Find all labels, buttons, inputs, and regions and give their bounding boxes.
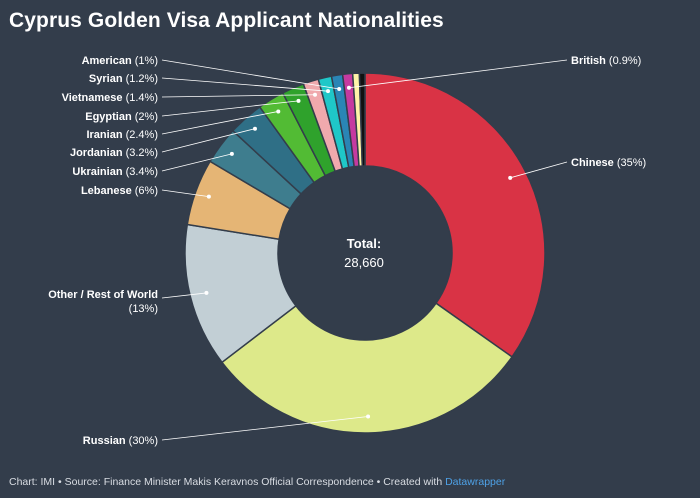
slice-label: Lebanese (6%)	[81, 185, 158, 197]
slice-label-name: Lebanese	[81, 185, 135, 197]
leader-line	[348, 59, 568, 89]
leader-line	[161, 94, 315, 98]
slice-label: Chinese (35%)	[571, 157, 646, 169]
leader-lines	[161, 59, 568, 441]
slice-label-name: American	[82, 55, 135, 67]
leader-dot	[508, 175, 513, 180]
leader-line	[161, 416, 369, 441]
slice-label-name: Iranian	[86, 129, 125, 141]
slice-labels: Chinese (35%) Russian (30%) Other / Rest o…	[48, 55, 646, 447]
slice-label-value: (3.4%)	[126, 166, 158, 178]
slice-label: Iranian (2.4%)	[86, 129, 158, 141]
slice-label-name: Vietnamese	[62, 92, 126, 104]
slice-label-name: Ukrainian	[72, 166, 125, 178]
slice-label-name: Jordanian	[70, 147, 126, 159]
slice-label: Egyptian (2%)	[85, 111, 158, 123]
datawrapper-link[interactable]: Datawrapper	[445, 476, 506, 488]
slice-label: Syrian (1.2%)	[89, 73, 158, 85]
leader-dot	[229, 151, 234, 156]
leader-line	[161, 189, 209, 197]
slice-label-value: (2%)	[135, 111, 158, 123]
slice-label-value: (1%)	[135, 55, 158, 67]
slice-label-value: (35%)	[617, 157, 646, 169]
slice-label-value: (6%)	[135, 185, 158, 197]
slice-label-value: (13%)	[129, 303, 158, 315]
slice-label-value: (1.2%)	[126, 73, 158, 85]
slice-label-name: Egyptian	[85, 111, 135, 123]
slice-label: Vietnamese (1.4%)	[62, 92, 158, 104]
leader-dot	[346, 85, 351, 90]
slice-label: Ukrainian (3.4%)	[72, 166, 158, 178]
leader-dot	[325, 89, 330, 94]
leader-dot	[312, 92, 317, 97]
leader-dot	[252, 126, 257, 131]
leader-dot	[206, 194, 211, 199]
slice-label: Russian (30%)	[83, 435, 158, 447]
slice-label-value: (1.4%)	[126, 92, 158, 104]
leader-line	[161, 77, 329, 92]
chart-footer: Chart: IMI • Source: Finance Minister Ma…	[9, 476, 505, 488]
slice-label: American (1%)	[82, 55, 158, 67]
slice-label-name: Chinese	[571, 157, 617, 169]
donut-slices	[184, 72, 546, 434]
leader-dot	[366, 414, 371, 419]
slice-label: Other / Rest of World (13%)	[48, 289, 158, 315]
slice-label-value: (0.9%)	[609, 55, 641, 67]
chart-title: Cyprus Golden Visa Applicant Nationaliti…	[9, 9, 444, 32]
leader-line	[161, 292, 207, 299]
leader-dot	[204, 290, 209, 295]
slice-label-value: (3.2%)	[126, 147, 158, 159]
slice-russian[interactable]	[220, 302, 514, 434]
center-total-value: 28,660	[344, 255, 384, 270]
slice-label: Jordanian (3.2%)	[70, 147, 158, 159]
leader-line	[161, 111, 279, 135]
leader-line	[161, 128, 256, 153]
slice-label-value: (2.4%)	[126, 129, 158, 141]
slice-label-name: Other / Rest of World	[48, 289, 158, 301]
leader-line	[161, 100, 299, 117]
slice-label-value: (30%)	[129, 435, 158, 447]
leader-line	[161, 153, 232, 172]
footer-source: Chart: IMI • Source: Finance Minister Ma…	[9, 476, 446, 488]
slice-label: British (0.9%)	[571, 55, 641, 67]
leader-line	[510, 161, 568, 179]
leader-line	[161, 59, 340, 90]
slice-chinese[interactable]	[364, 72, 546, 358]
center-total-label: Total:	[347, 236, 381, 251]
leader-dot	[296, 98, 301, 103]
slice-unlabeled-13[interactable]	[358, 72, 366, 167]
leader-dot	[337, 87, 342, 92]
leader-dot	[276, 109, 281, 114]
slice-label-name: British	[571, 55, 609, 67]
slice-label-name: Syrian	[89, 73, 126, 85]
slice-label-name: Russian	[83, 435, 129, 447]
